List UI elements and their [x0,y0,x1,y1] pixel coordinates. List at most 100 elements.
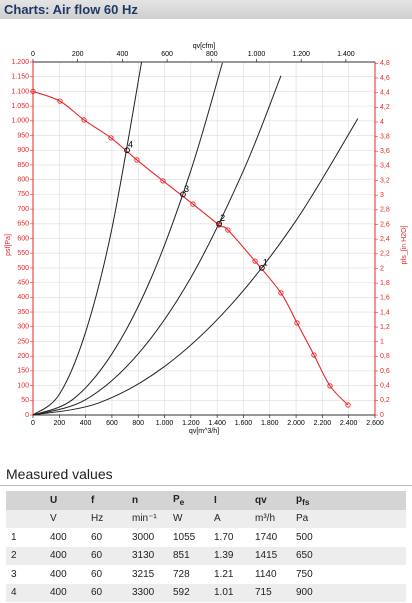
curve-marker [225,227,231,233]
header-cell: pfs [291,491,332,510]
unit-cell: Hz [86,509,127,528]
y-tick-label: 1.200 [11,59,29,66]
x-tick-label: 400 [80,420,92,427]
table-cell: 650 [291,546,332,565]
curve-marker [278,290,284,296]
table-cell: 400 [45,528,86,547]
y2-tick-label: 0,8 [380,353,390,360]
table-cell: 592 [168,583,209,602]
curve-marker [108,135,114,141]
header-sub: fs [302,496,310,507]
x-tick-label: 2.400 [340,420,358,427]
system-curve [32,118,359,416]
unit-cell: W [168,509,209,528]
x-tick-label: 0 [31,420,35,427]
table-cell: 60 [86,528,127,547]
y-tick-label: 800 [17,177,29,184]
curve-marker [30,88,36,95]
header-cell [332,491,406,510]
y-tick-label: 900 [17,147,29,154]
table-cell: 1 [6,528,45,547]
table-row: 3 400 60 3215 728 1.21 1140 750 [6,565,406,584]
table-row: 2 400 60 3130 851 1.39 1415 650 [6,546,406,565]
table-cell: 400 [45,546,86,565]
unit-cell [6,509,45,528]
page-header: Charts: Air flow 60 Hz [0,0,412,19]
x2-tick-label: 200 [72,51,84,58]
x-tick-label: 1.000 [156,420,174,427]
x-tick-label: 600 [106,420,118,427]
x-tick-label: 2.200 [314,420,332,427]
y2-tick-label: 4,8 [380,60,390,67]
x2-tick-label: 1.200 [292,51,310,58]
table-cell [332,565,406,584]
section-title: Measured values [6,466,113,482]
operating-point-label: 2 [220,213,225,223]
table-row: 4 400 60 3300 592 1.01 715 900 [6,583,406,602]
y2-tick-label: 4 [380,119,384,126]
x2-tick-label: 0 [31,51,35,58]
y2-tick-label: 2,8 [380,207,390,214]
y2-tick-label: 3,2 [380,177,390,184]
curve-marker [294,320,300,326]
y-tick-label: 1.050 [11,103,29,110]
table-cell: 3000 [127,528,168,547]
unit-cell: V [45,509,86,528]
curve-marker [190,201,196,207]
y2-tick-label: 2 [380,265,384,272]
system-curve [32,75,282,416]
curve-marker [57,98,63,104]
y-tick-label: 1.000 [11,118,29,125]
x-tick-label: 2.000 [287,420,305,427]
y2-tick-label: 4,4 [380,89,390,96]
operating-point [216,220,222,227]
x-tick-label: 1.800 [261,420,279,427]
chart: 0 200 400 600 800 1.000 1.200 1.400 1.600 1.800 2.… [5,43,408,435]
header-sub: e [179,496,185,507]
unit-cell [332,509,406,528]
y2-axis-label: pfs_[in H2O] [401,225,408,264]
y2-tick-label: 3,8 [380,133,390,140]
table-cell: 500 [291,528,332,547]
y-tick-label: 150 [17,368,29,375]
y-tick-label: 850 [17,162,29,169]
table-cell: 851 [168,546,209,565]
y-tick-label: 750 [17,191,29,198]
header-cell: U [45,491,86,510]
curve-marker [81,117,87,123]
table-cell [332,528,406,547]
x2-tick-label: 400 [117,51,129,58]
y-tick-label: 100 [17,382,29,389]
y-tick-label: 550 [17,250,29,257]
table-cell: 1740 [250,528,291,547]
x2-tick-label: 1.400 [337,51,355,58]
x-tick-label: 1.200 [182,420,200,427]
curve-marker [345,402,351,408]
x2-tick-label: 600 [161,51,173,58]
table-cell: 4 [6,583,45,602]
table-cell: 728 [168,565,209,584]
table-cell: 2 [6,546,45,565]
y2-tick-label: 3 [380,192,384,199]
table-cell: 1415 [250,546,291,565]
table-cell: 1.21 [209,565,250,584]
y2-tick-label: 0 [380,412,384,419]
unit-cell: A [209,509,250,528]
unit-cell: min⁻¹ [127,509,168,528]
header-cell [6,491,45,510]
header-cell: f [86,491,127,510]
table-cell: 1055 [168,528,209,547]
y2-tick-label: 1 [380,339,384,346]
table-cell [332,583,406,602]
table-cell: 400 [45,565,86,584]
table-cell: 3300 [127,583,168,602]
y2-tick-label: 1,8 [380,280,390,287]
table-cell: 1.39 [209,546,250,565]
y-tick-label: 450 [17,279,29,286]
header-cell: Pe [168,491,209,510]
header-text: p [296,493,303,505]
table-cell: 60 [86,546,127,565]
y-tick-label: 0 [25,412,29,419]
